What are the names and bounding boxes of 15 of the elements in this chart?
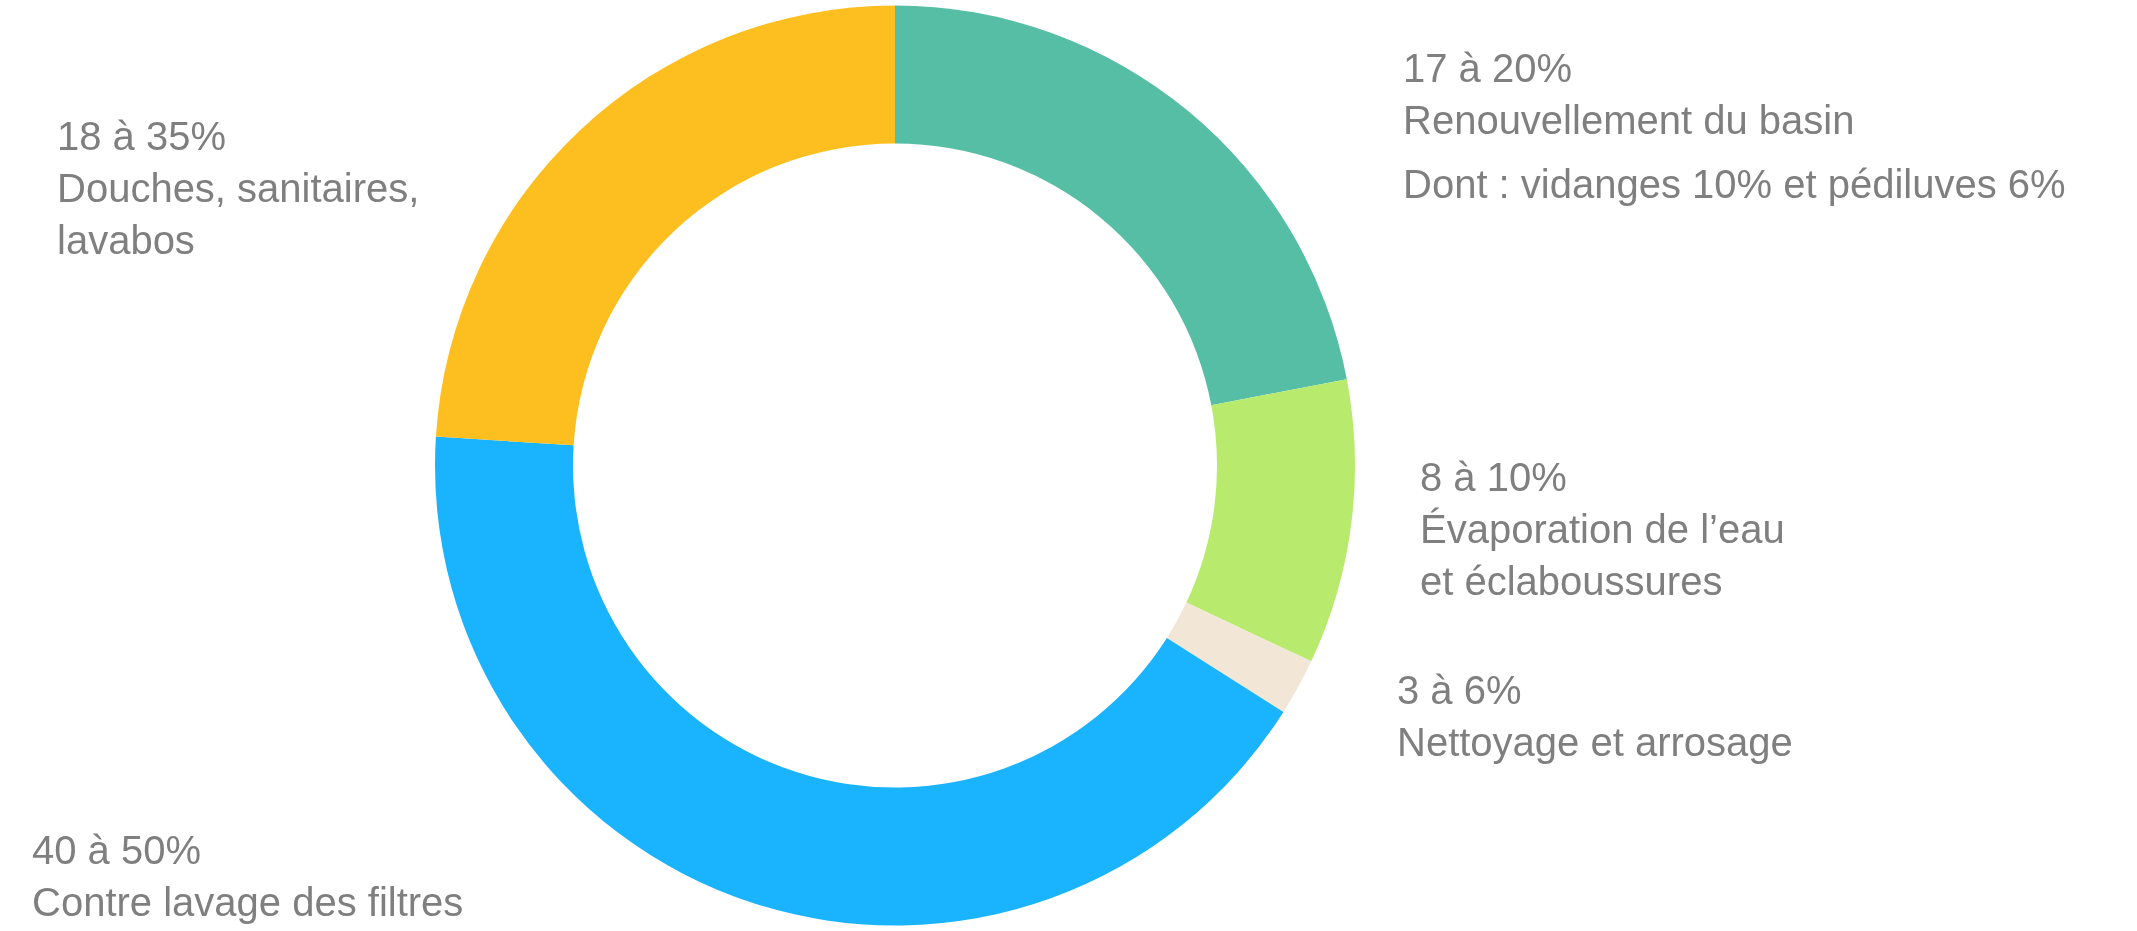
donut-slice: [895, 5, 1347, 406]
text: 40 à 50%: [32, 828, 202, 872]
slice-label: Douches, sanitaires, lavabos: [57, 166, 420, 262]
slice-label: Renouvellement du basin: [1403, 98, 1855, 142]
slice-label: Nettoyage et arrosage: [1397, 720, 1793, 764]
donut-slice: [1166, 602, 1312, 712]
text: Dont : vidanges 10% et pédiluves 6%: [1403, 162, 2066, 206]
donut-slice: [1186, 379, 1355, 662]
text: 17 à 20%: [1403, 46, 1573, 90]
text: 3 à 6%: [1397, 668, 1522, 712]
donut-slice: [435, 5, 895, 446]
text: 8 à 10%: [1420, 455, 1567, 499]
slice-label: Évaporation de l’eau et éclaboussures: [1420, 507, 1785, 603]
text: 18 à 35%: [57, 114, 227, 158]
slice-label: Contre lavage des filtres: [32, 880, 464, 924]
